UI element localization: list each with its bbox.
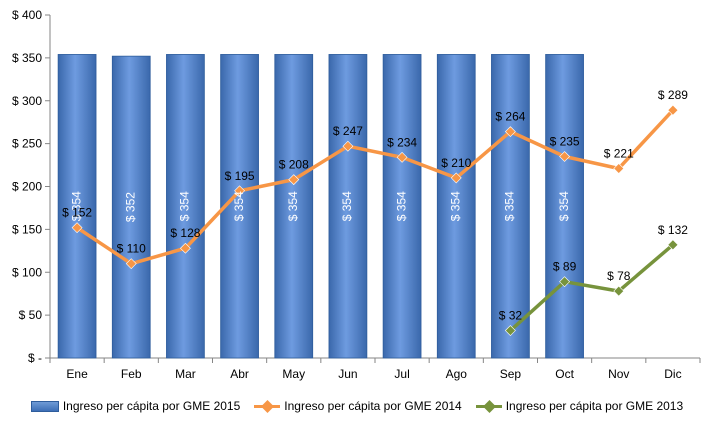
x-tick-label: Ene [66, 367, 88, 381]
x-tick-label: Ago [446, 367, 468, 381]
series-point [504, 325, 516, 336]
legend-swatch-line-green [475, 402, 502, 411]
bar [328, 54, 368, 359]
point-value-label: $ 247 [333, 124, 363, 138]
y-tick-label: $ 50 [19, 308, 43, 322]
bar-value-label: $ 354 [69, 191, 83, 221]
series-point [450, 172, 462, 184]
point-value-label: $ 210 [441, 156, 471, 170]
x-tick-label: Oct [555, 367, 574, 381]
bar-value-label: $ 354 [340, 191, 354, 221]
point-value-label: $ 221 [604, 146, 634, 160]
point-value-label: $ 195 [225, 169, 255, 183]
point-value-label: $ 264 [495, 110, 525, 124]
point-value-label: $ 128 [170, 226, 200, 240]
series-point [179, 242, 191, 254]
series-point [613, 285, 625, 297]
y-tick-label: $ 150 [12, 222, 42, 236]
series-point [71, 222, 83, 234]
y-tick-label: $ 100 [12, 265, 42, 279]
series-point [613, 163, 625, 174]
bar [274, 54, 314, 359]
point-value-label: $ 289 [658, 88, 688, 102]
bar-value-label: $ 354 [557, 191, 571, 221]
bar-value-label: $ 354 [232, 191, 246, 221]
bar-value-label: $ 354 [448, 191, 462, 221]
x-tick-label: Dic [664, 367, 681, 381]
series-line [509, 243, 675, 332]
series-point [667, 239, 679, 251]
series-point [396, 151, 408, 163]
bar [436, 54, 476, 359]
series-point [504, 126, 516, 138]
line-series [71, 104, 679, 336]
point-value-label: $ 32 [499, 309, 523, 323]
series-point [234, 185, 246, 197]
legend: Ingreso per cápita por GME 2015 Ingreso … [0, 396, 714, 416]
y-tick-label: $ 400 [12, 8, 42, 22]
bar-value-label: $ 352 [123, 192, 137, 222]
series-point [288, 174, 300, 186]
bar [57, 54, 97, 359]
x-tick-label: May [282, 367, 305, 381]
legend-item-2013: Ingreso per cápita por GME 2013 [475, 399, 684, 413]
series-point [342, 140, 354, 152]
series-point [125, 258, 137, 270]
legend-label-2015: Ingreso per cápita por GME 2015 [62, 399, 241, 413]
point-value-label: $ 235 [550, 134, 580, 148]
data-labels: $ 354 $ 352 $ 354 $ 354 $ 354 $ 354 $ 354 $ 354… [62, 88, 688, 322]
bar-value-label: $ 354 [178, 191, 192, 221]
series-point [559, 151, 571, 162]
x-tick-label: Mar [175, 367, 196, 381]
bar [382, 54, 422, 359]
y-tick-label: $ - [28, 351, 42, 365]
x-tick-label: Jul [394, 367, 409, 381]
point-value-label: $ 110 [117, 242, 146, 256]
y-tick-label: $ 200 [12, 180, 42, 194]
x-tick-label: Jun [338, 367, 357, 381]
bar [166, 54, 205, 359]
point-value-label: $ 132 [658, 223, 688, 237]
y-tick-label: $ 250 [12, 137, 42, 151]
x-tick-label: Feb [121, 367, 142, 381]
legend-swatch-line-orange [254, 402, 281, 411]
bar-value-label: $ 354 [286, 191, 300, 221]
bar [111, 55, 151, 359]
y-tick-label: $ 350 [12, 51, 42, 65]
bar-value-label: $ 354 [503, 191, 517, 221]
series-line [76, 108, 675, 266]
x-tick-label: Nov [608, 367, 629, 381]
x-tick-label: Abr [230, 367, 249, 381]
bar [545, 54, 584, 359]
point-value-label: $ 208 [279, 158, 309, 172]
point-value-label: $ 78 [607, 269, 631, 283]
point-value-label: $ 89 [553, 260, 577, 274]
point-value-label: $ 234 [387, 135, 417, 149]
bar-series [57, 54, 584, 359]
legend-label-2013: Ingreso per cápita por GME 2013 [505, 399, 684, 413]
y-tick-label: $ 300 [12, 94, 42, 108]
series-point [667, 104, 679, 116]
point-value-label: $ 152 [62, 206, 92, 220]
bar-value-label: $ 354 [394, 191, 408, 221]
x-tick-label: Sep [500, 367, 522, 381]
legend-item-2015: Ingreso per cápita por GME 2015 [30, 399, 241, 413]
legend-label-2014: Ingreso per cápita por GME 2014 [284, 399, 462, 413]
series-point [559, 276, 571, 288]
legend-swatch-bar [30, 400, 59, 412]
bar [491, 54, 530, 359]
legend-item-2014: Ingreso per cápita por GME 2014 [254, 399, 462, 413]
axes: $ - $ 50 $ 100 $ 150 $ 200 $ 250 $ 300 $ 350 $ 4… [12, 8, 701, 381]
